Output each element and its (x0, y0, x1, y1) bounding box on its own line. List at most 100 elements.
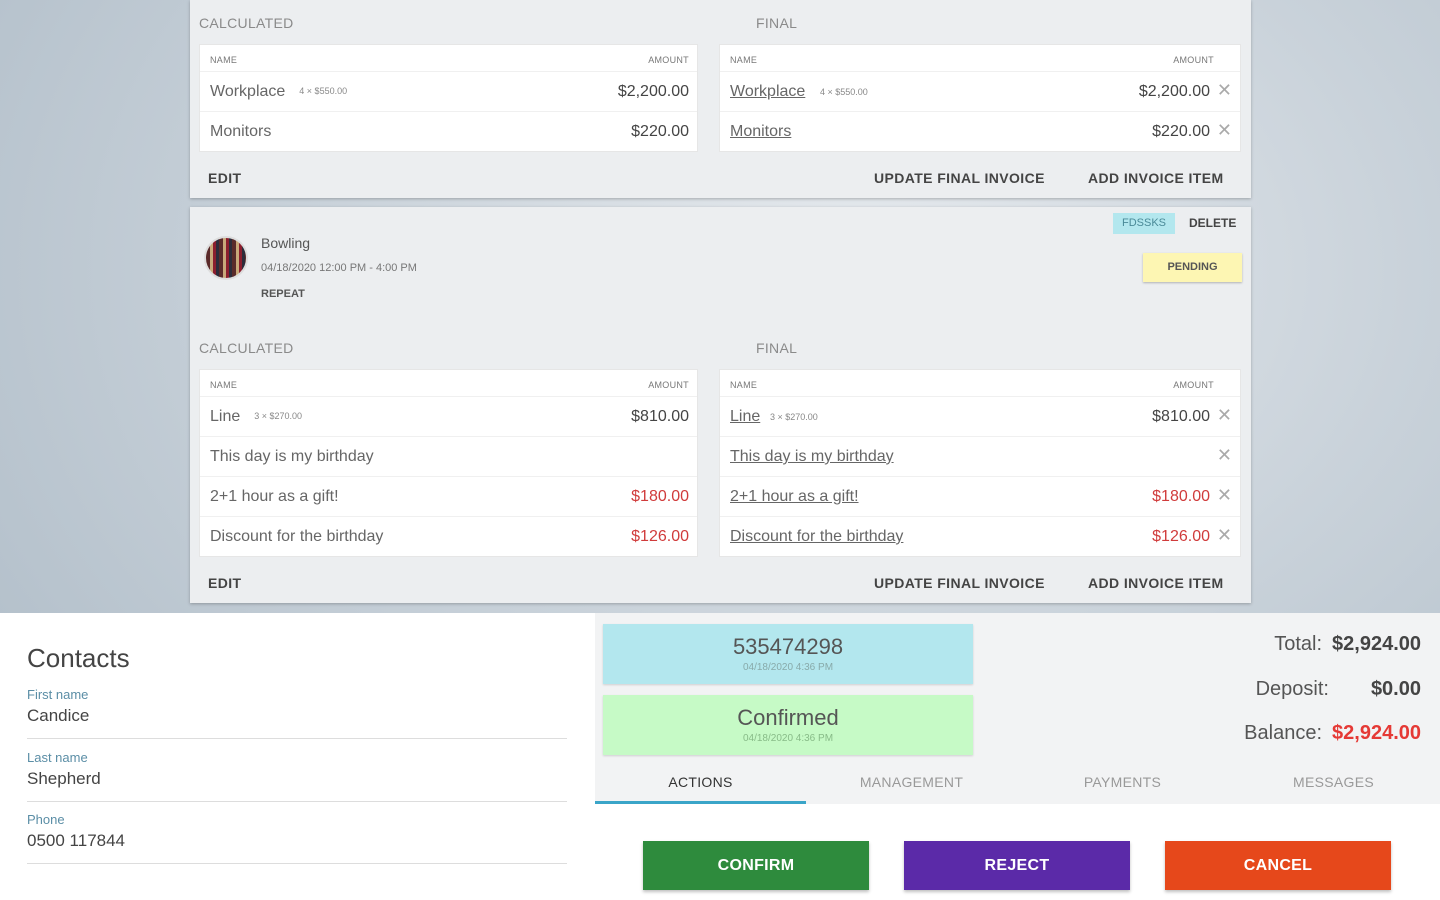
invoice-panel-bowling: Bowling 04/18/2020 12:00 PM - 4:00 PM RE… (190, 207, 1251, 603)
col-amount-header: AMOUNT (1173, 380, 1214, 390)
table-row: Line 3 × $270.00 $810.00 ✕ (720, 396, 1240, 436)
final-label: FINAL (756, 340, 798, 356)
total-row: Total: $2,924.00 (1274, 633, 1421, 656)
close-icon[interactable]: ✕ (1216, 445, 1232, 465)
tab-management[interactable]: MANAGEMENT (859, 774, 964, 790)
total-label: Total: (1274, 633, 1323, 655)
add-invoice-item-button[interactable]: ADD INVOICE ITEM (1088, 170, 1224, 186)
col-name-header: NAME (210, 55, 238, 65)
confirm-button[interactable]: CONFIRM (643, 841, 869, 890)
tab-payments[interactable]: PAYMENTS (1083, 774, 1162, 790)
item-amount: $220.00 (1152, 123, 1210, 140)
calculated-table: NAME AMOUNT Workplace 4 × $550.00 $2,200.… (199, 44, 698, 152)
edit-button[interactable]: EDIT (208, 170, 242, 186)
item-amount: $180.00 (631, 488, 689, 505)
deposit-row: Deposit: $0.00 (1256, 678, 1421, 701)
table-header: NAME AMOUNT (720, 45, 1240, 71)
table-row: Discount for the birthday $126.00 (200, 516, 697, 556)
col-name-header: NAME (210, 380, 238, 390)
booking-status: Confirmed (737, 705, 839, 730)
item-amount: $810.00 (1152, 408, 1210, 425)
table-row: 2+1 hour as a gift! $180.00 ✕ (720, 476, 1240, 516)
delete-button[interactable]: DELETE (1189, 216, 1237, 230)
calculated-table: NAME AMOUNT Line 3 × $270.00 $810.00 This… (199, 369, 698, 557)
close-icon[interactable]: ✕ (1216, 405, 1232, 425)
first-name-label: First name (27, 687, 89, 702)
item-amount: $220.00 (631, 123, 689, 140)
contacts-title: Contacts (27, 643, 130, 673)
first-name-field[interactable]: First name Candice (27, 687, 567, 739)
phone-value: 0500 117844 (27, 831, 126, 850)
booking-id: 535474298 (732, 634, 844, 659)
close-icon[interactable]: ✕ (1216, 80, 1232, 100)
table-row: This day is my birthday ✕ (720, 436, 1240, 476)
item-name: 2+1 hour as a gift! (210, 488, 339, 505)
deposit-label: Deposit: (1255, 678, 1329, 700)
actions-panel: CONFIRM REJECT CANCEL (595, 804, 1440, 900)
table-header: NAME AMOUNT (200, 45, 697, 71)
item-name: Discount for the birthday (210, 528, 384, 545)
reject-button[interactable]: REJECT (904, 841, 1130, 890)
item-name: Line 3 × $270.00 (210, 408, 303, 425)
balance-row: Balance: $2,924.00 (1244, 722, 1421, 745)
add-invoice-item-button[interactable]: ADD INVOICE ITEM (1088, 575, 1224, 591)
col-amount-header: AMOUNT (1173, 55, 1214, 65)
col-name-header: NAME (730, 55, 758, 65)
status-badge: PENDING (1143, 253, 1242, 282)
booking-details: Contacts First name Candice Last name Sh… (0, 613, 1440, 900)
col-amount-header: AMOUNT (648, 55, 689, 65)
final-label: FINAL (756, 15, 798, 31)
item-amount: $180.00 (1152, 488, 1210, 505)
table-row: This day is my birthday (200, 436, 697, 476)
tab-actions[interactable]: ACTIONS (595, 768, 806, 804)
table-row: Monitors $220.00 (200, 111, 697, 151)
tab-bar: ACTIONS MANAGEMENT PAYMENTS MESSAGES (595, 768, 1440, 804)
item-qty: 4 × $550.00 (299, 86, 348, 96)
cancel-button[interactable]: CANCEL (1165, 841, 1391, 890)
invoice-panel-workplace: CALCULATED FINAL NAME AMOUNT Workplace 4 … (190, 0, 1251, 198)
calculated-label: CALCULATED (199, 15, 294, 31)
phone-label: Phone (27, 812, 65, 827)
phone-field[interactable]: Phone 0500 117844 (27, 812, 567, 864)
item-name-link[interactable]: Workplace (730, 83, 806, 100)
item-name-link[interactable]: Line (730, 408, 761, 425)
close-icon[interactable]: ✕ (1216, 485, 1232, 505)
item-amount: $2,200.00 (1138, 83, 1210, 100)
deposit-value: $0.00 (1370, 678, 1421, 700)
last-name-field[interactable]: Last name Shepherd (27, 750, 567, 802)
event-title: Bowling (261, 235, 311, 251)
col-name-header: NAME (730, 380, 758, 390)
item-name-link[interactable]: This day is my birthday (730, 448, 894, 465)
item-name-link[interactable]: Discount for the birthday (730, 528, 904, 545)
repeat-button[interactable]: REPEAT (261, 288, 305, 300)
booking-summary: 535474298 04/18/2020 4:36 PM Confirmed 0… (595, 613, 1440, 900)
table-header: NAME AMOUNT (200, 370, 697, 396)
last-name-value: Shepherd (27, 769, 101, 788)
table-row: Workplace 4 × $550.00 $2,200.00 ✕ (720, 71, 1240, 111)
item-name-link[interactable]: Monitors (730, 123, 792, 140)
table-header: NAME AMOUNT (720, 370, 1240, 396)
table-row: Line 3 × $270.00 $810.00 (200, 396, 697, 436)
item-qty: 3 × $270.00 (254, 411, 303, 421)
booking-status-time: 04/18/2020 4:36 PM (742, 733, 834, 744)
item-qty: 4 × $550.00 (820, 87, 868, 97)
total-value: $2,924.00 (1332, 633, 1421, 655)
tab-messages[interactable]: MESSAGES (1293, 774, 1374, 790)
item-amount: $126.00 (631, 528, 689, 545)
close-icon[interactable]: ✕ (1216, 120, 1232, 140)
update-final-invoice-button[interactable]: UPDATE FINAL INVOICE (874, 575, 1045, 591)
item-qty: 3 × $270.00 (770, 412, 818, 422)
booking-code-badge: FDSSKS (1113, 213, 1175, 234)
table-row: 2+1 hour as a gift! $180.00 (200, 476, 697, 516)
col-amount-header: AMOUNT (648, 380, 689, 390)
booking-id-time: 04/18/2020 4:36 PM (742, 662, 834, 673)
balance-value: $2,924.00 (1332, 722, 1421, 744)
final-table: NAME AMOUNT Line 3 × $270.00 $810.00 ✕ T… (719, 369, 1241, 557)
close-icon[interactable]: ✕ (1216, 525, 1232, 545)
table-row: Workplace 4 × $550.00 $2,200.00 (200, 71, 697, 111)
edit-button[interactable]: EDIT (208, 575, 242, 591)
item-name-link[interactable]: 2+1 hour as a gift! (730, 488, 859, 505)
balance-label: Balance: (1244, 722, 1323, 744)
update-final-invoice-button[interactable]: UPDATE FINAL INVOICE (874, 170, 1045, 186)
avatar (204, 236, 248, 280)
